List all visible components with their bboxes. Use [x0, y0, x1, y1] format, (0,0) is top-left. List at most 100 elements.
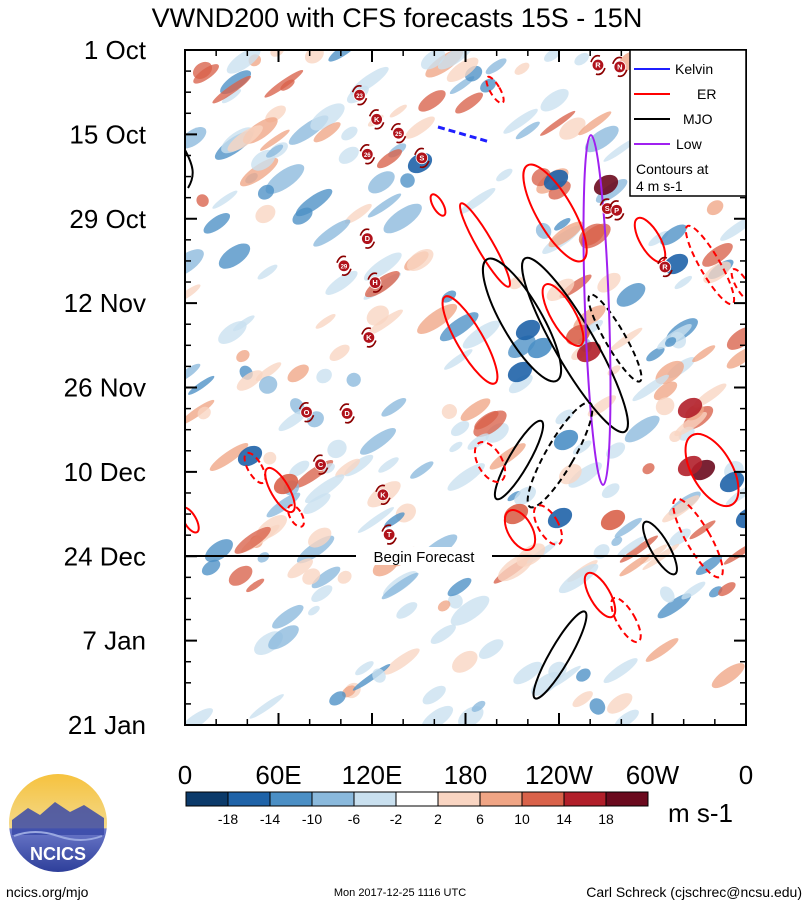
x-tick-label: 120W: [525, 760, 593, 790]
colorbar-label: 10: [514, 811, 530, 827]
anomaly-patch: [420, 50, 446, 70]
footer-author: Carl Schreck (cjschrec@ncsu.edu): [586, 884, 802, 900]
anomaly-patch: [662, 495, 700, 523]
storm-marker: C: [312, 454, 329, 475]
anomaly-patch: [603, 138, 637, 162]
anomaly-patch: [607, 693, 633, 714]
low-contour: [582, 134, 612, 486]
storm-arm-icon: [386, 537, 397, 545]
storm-arm-icon: [344, 416, 355, 424]
storm-marker: P: [608, 200, 625, 221]
anomaly-patch: [606, 442, 626, 459]
anomaly-patch: [572, 691, 593, 708]
chart-title: VWND200 with CFS forecasts 15S - 15N: [152, 3, 643, 33]
colorbar-label: -10: [302, 811, 322, 827]
storm-arm-icon: [617, 69, 628, 78]
anomaly-patch: [587, 395, 617, 417]
storm-arm-icon: [359, 228, 370, 236]
anomaly-patch: [540, 110, 576, 136]
anomaly-patch: [201, 559, 221, 576]
anomaly-patch: [489, 443, 526, 470]
anomaly-patch: [645, 638, 679, 662]
anomaly-patch: [365, 271, 400, 298]
anomaly-patch: [341, 126, 358, 141]
anomaly-patch: [313, 122, 341, 143]
storm-label: P: [614, 206, 619, 215]
anomaly-patch: [316, 368, 332, 384]
anomaly-core: [735, 507, 746, 529]
colorbar-label: -6: [348, 811, 361, 827]
anomaly-patch: [449, 441, 463, 453]
anomaly-patch: [185, 284, 201, 302]
anomaly-patch: [718, 582, 736, 597]
anomaly-patch: [310, 103, 345, 131]
storm-label: D: [365, 234, 371, 243]
storm-icon: [300, 406, 313, 419]
y-tick-label: 12 Nov: [64, 288, 146, 318]
storm-icon: [591, 58, 605, 72]
anomaly-patch: [648, 230, 669, 247]
storm-label: 29: [341, 264, 348, 270]
anomaly-patch: [311, 585, 333, 603]
anomaly-patch: [473, 410, 507, 437]
anomaly-patch: [478, 639, 504, 659]
anomaly-patch: [558, 563, 599, 594]
anomaly-patch: [568, 462, 602, 488]
anomaly-patch: [308, 527, 332, 548]
anomaly-patch: [377, 149, 402, 169]
anomaly-patch: [450, 595, 490, 626]
anomaly-patch: [576, 668, 591, 682]
storm-icon: [376, 488, 390, 501]
anomaly-patch: [642, 463, 655, 475]
anomaly-patch: [287, 364, 309, 383]
anomaly-patch: [665, 337, 677, 347]
storm-icon: [340, 407, 354, 420]
storm-marker: K: [368, 109, 385, 130]
anomaly-patch: [452, 650, 478, 673]
anomaly-patch: [695, 555, 723, 576]
footer-timestamp: Mon 2017-12-25 1116 UTC: [334, 887, 466, 899]
forecast-label-bg: [356, 547, 492, 565]
anomaly-patch: [389, 104, 407, 118]
anomaly-patch: [308, 605, 320, 616]
anomaly-patch: [614, 517, 642, 538]
storm-label: R: [662, 263, 668, 272]
anomaly-core: [553, 429, 579, 451]
storm-arm-icon: [341, 268, 352, 276]
anomaly-core: [515, 319, 541, 341]
anomaly-patch: [265, 164, 305, 194]
anomaly-patch: [693, 383, 727, 408]
anomaly-patch: [325, 270, 358, 295]
x-tick-label: 120E: [342, 760, 403, 790]
anomaly-patch: [437, 50, 474, 70]
storm-arm-icon: [590, 54, 601, 63]
y-tick-label: 29 Oct: [69, 204, 146, 234]
anomaly-patch: [366, 305, 389, 326]
storm-label: T: [387, 530, 392, 539]
storm-arm-icon: [359, 144, 370, 152]
colorbar-swatch: [311, 791, 355, 807]
anomaly-patch: [616, 283, 646, 307]
anomaly-patch: [280, 79, 295, 91]
anomaly-patch: [467, 433, 490, 450]
storm-arm-icon: [365, 241, 376, 249]
storm-label: D: [344, 409, 350, 418]
anomaly-core: [677, 397, 703, 419]
er-contour: [441, 295, 499, 385]
y-tick-label: 15 Oct: [69, 119, 146, 149]
anomaly-core: [547, 507, 573, 529]
storm-label: R: [595, 61, 601, 70]
colorbar-label: 6: [476, 811, 484, 827]
storm-label: S: [605, 204, 610, 213]
anomaly-patch: [357, 507, 395, 533]
anomaly-patch: [328, 50, 361, 62]
er-contour: [610, 596, 642, 644]
anomaly-patch: [584, 125, 619, 153]
anomaly-patch: [692, 345, 716, 363]
anomaly-patch: [272, 604, 304, 629]
er-contour: [473, 441, 507, 483]
er-contour: [503, 509, 537, 551]
storm-label: K: [366, 333, 372, 342]
legend-box: [629, 49, 747, 197]
